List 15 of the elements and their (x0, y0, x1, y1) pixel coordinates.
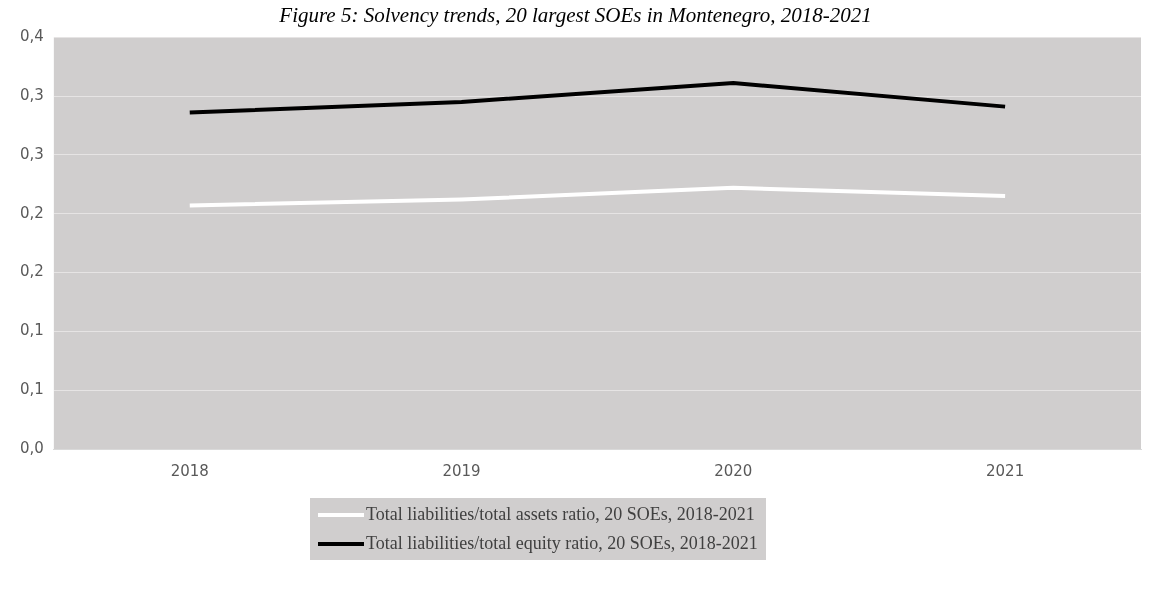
x-tick-label: 2020 (714, 461, 753, 480)
chart-title: Figure 5: Solvency trends, 20 largest SOEs in Montenegro, 2018-2021 (278, 3, 872, 28)
y-tick-label: 0,4 (20, 27, 44, 46)
x-tick-label: 2018 (170, 461, 209, 480)
y-tick-label: 0,0 (20, 438, 44, 457)
legend-label: Total liabilities/total assets ratio, 20 SOEs, 2018-2021 (366, 504, 755, 525)
y-tick-label: 0,2 (20, 203, 44, 222)
y-tick-label: 0,3 (20, 144, 44, 163)
x-tick-label: 2021 (986, 461, 1025, 480)
x-tick-label: 2019 (442, 461, 481, 480)
legend-label: Total liabilities/total equity ratio, 20 SOEs, 2018-2021 (366, 533, 758, 554)
y-tick-label: 0,1 (20, 321, 44, 340)
y-tick-label: 0,1 (20, 380, 44, 399)
y-tick-label: 0,3 (20, 85, 44, 104)
y-tick-label: 0,2 (20, 262, 44, 281)
